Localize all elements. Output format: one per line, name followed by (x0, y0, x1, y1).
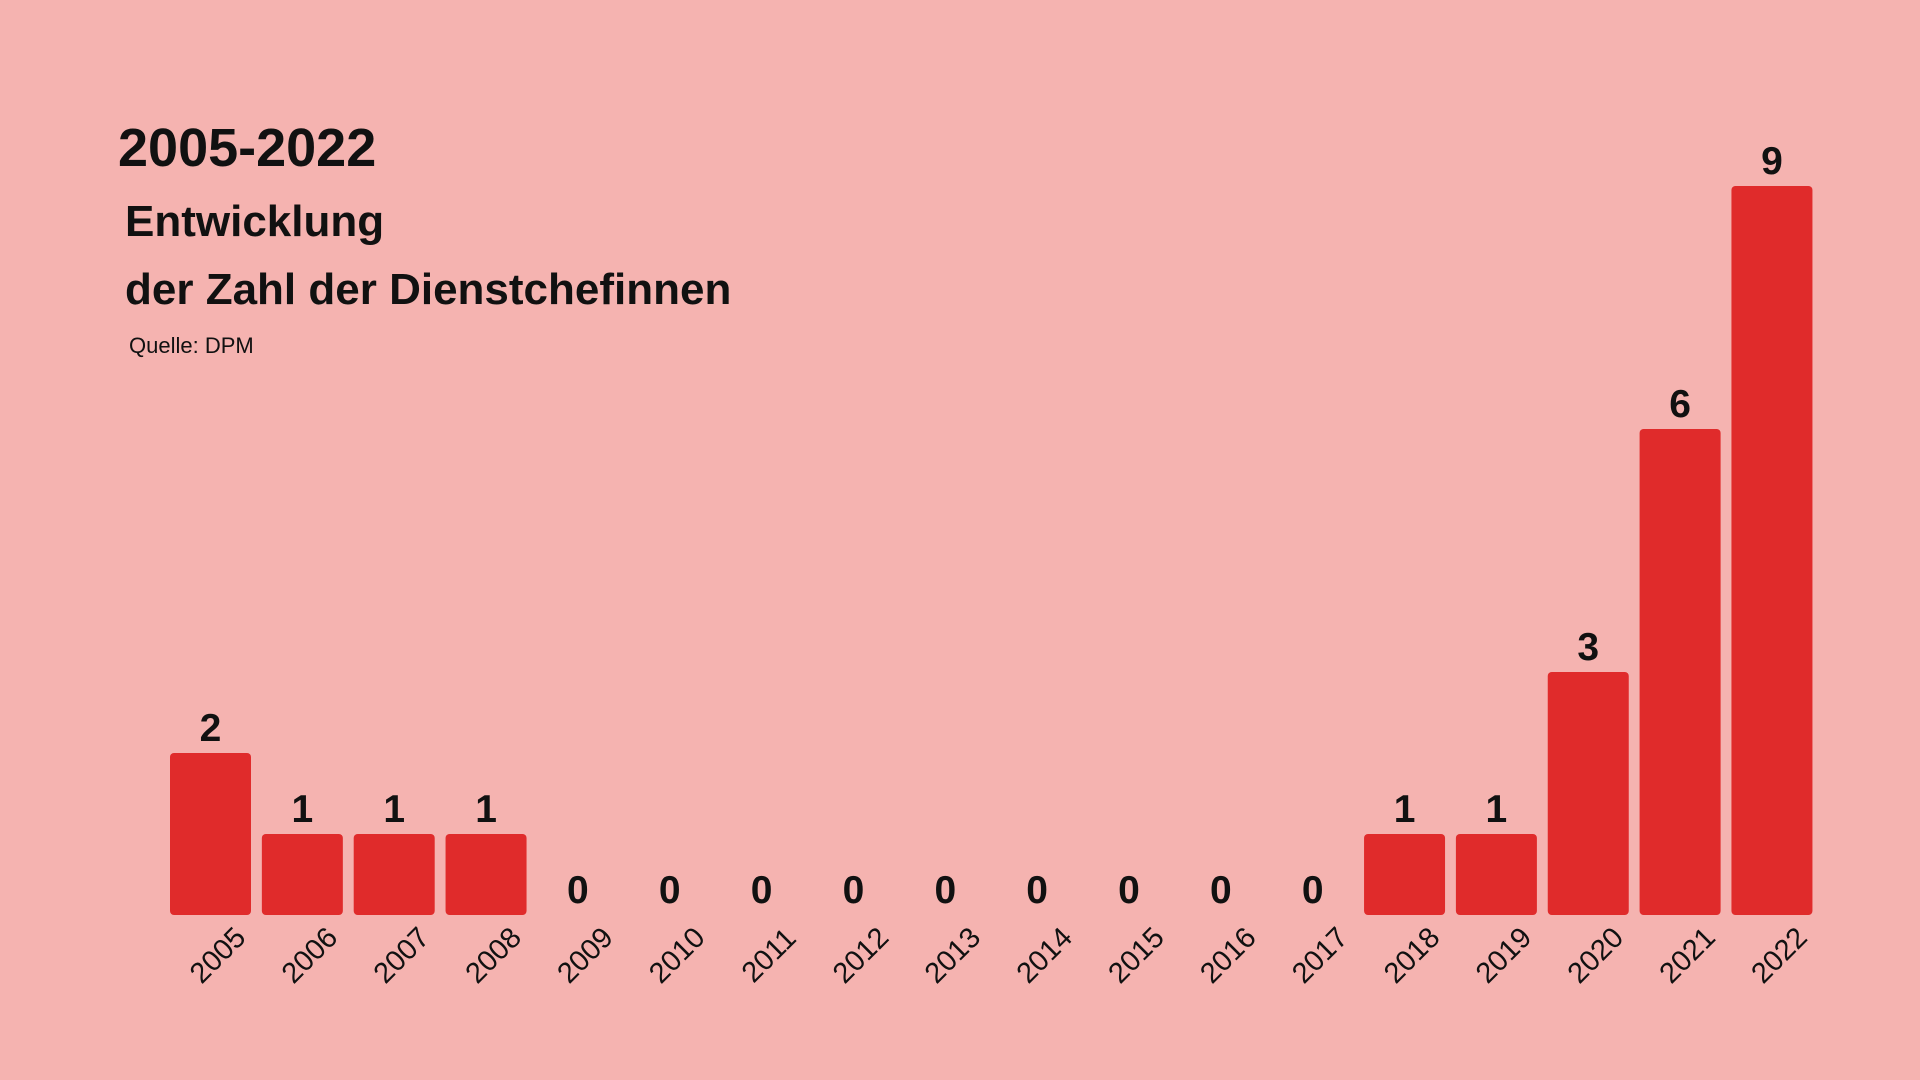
value-label: 0 (1026, 869, 1048, 912)
value-label: 0 (751, 869, 773, 912)
value-label: 3 (1577, 626, 1599, 669)
bar (353, 834, 435, 915)
bar (445, 834, 527, 915)
value-label: 0 (934, 869, 956, 912)
value-label: 0 (1302, 869, 1324, 912)
value-label: 6 (1669, 383, 1691, 426)
bar (1455, 834, 1537, 915)
value-label: 1 (291, 788, 313, 831)
value-label: 2 (200, 707, 222, 750)
bar (261, 834, 343, 915)
bar (1547, 672, 1629, 915)
value-label: 0 (1210, 869, 1232, 912)
bar (1639, 429, 1721, 915)
chart-subtitle: der Zahl der Dienstchefinnen (125, 265, 731, 314)
source-note: Quelle: DPM (129, 333, 254, 358)
bar (1731, 186, 1813, 915)
value-label: 1 (475, 788, 497, 831)
bar (170, 753, 251, 915)
chart-subtitle: Entwicklung (125, 197, 384, 246)
value-label: 0 (843, 869, 865, 912)
value-label: 1 (383, 788, 405, 831)
value-label: 1 (1394, 788, 1416, 831)
value-label: 1 (1486, 788, 1508, 831)
bar (1364, 834, 1446, 915)
value-label: 0 (567, 869, 589, 912)
chart-title: 2005-2022 (118, 118, 376, 178)
value-label: 9 (1761, 140, 1783, 183)
value-label: 0 (1118, 869, 1140, 912)
value-label: 0 (659, 869, 681, 912)
